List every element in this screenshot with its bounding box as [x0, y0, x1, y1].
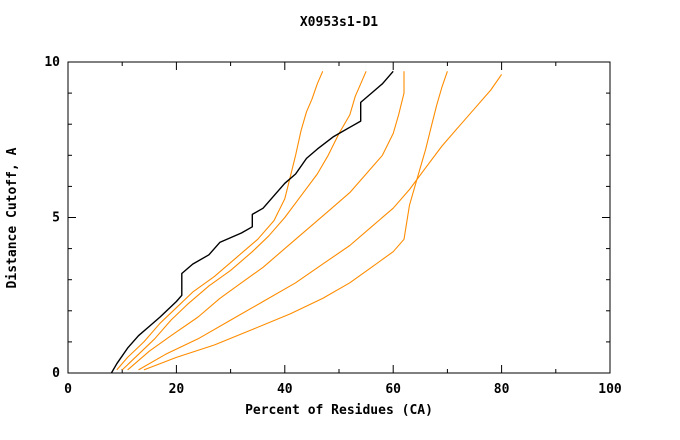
y-tick-label: 0	[52, 366, 60, 381]
series-line-model-orange-5	[143, 71, 448, 371]
x-tick-label: 60	[385, 382, 401, 397]
y-tick-label: 10	[44, 55, 60, 70]
y-tick-label: 5	[52, 211, 60, 226]
series-line-model-orange-4	[138, 74, 503, 371]
y-axis-label: Distance Cutoff, A	[5, 147, 20, 288]
chart-title: X0953s1-D1	[300, 15, 378, 30]
series-line-model-orange-1	[116, 71, 324, 371]
x-tick-label: 80	[494, 382, 510, 397]
plot-layer: 0 20 40 60 80 100 0 5 10	[44, 55, 622, 397]
x-tick-label: 100	[598, 382, 622, 397]
series-line-model-orange-2	[121, 71, 367, 371]
x-tick-label: 20	[169, 382, 185, 397]
x-axis-label: Percent of Residues (CA)	[245, 403, 433, 418]
x-tick-label: 40	[277, 382, 293, 397]
x-tick-label: 0	[64, 382, 72, 397]
series-line-model-black-reference	[110, 70, 394, 374]
series-line-model-orange-3	[127, 71, 405, 371]
